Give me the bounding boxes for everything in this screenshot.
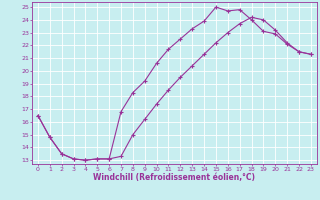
X-axis label: Windchill (Refroidissement éolien,°C): Windchill (Refroidissement éolien,°C) [93, 173, 255, 182]
